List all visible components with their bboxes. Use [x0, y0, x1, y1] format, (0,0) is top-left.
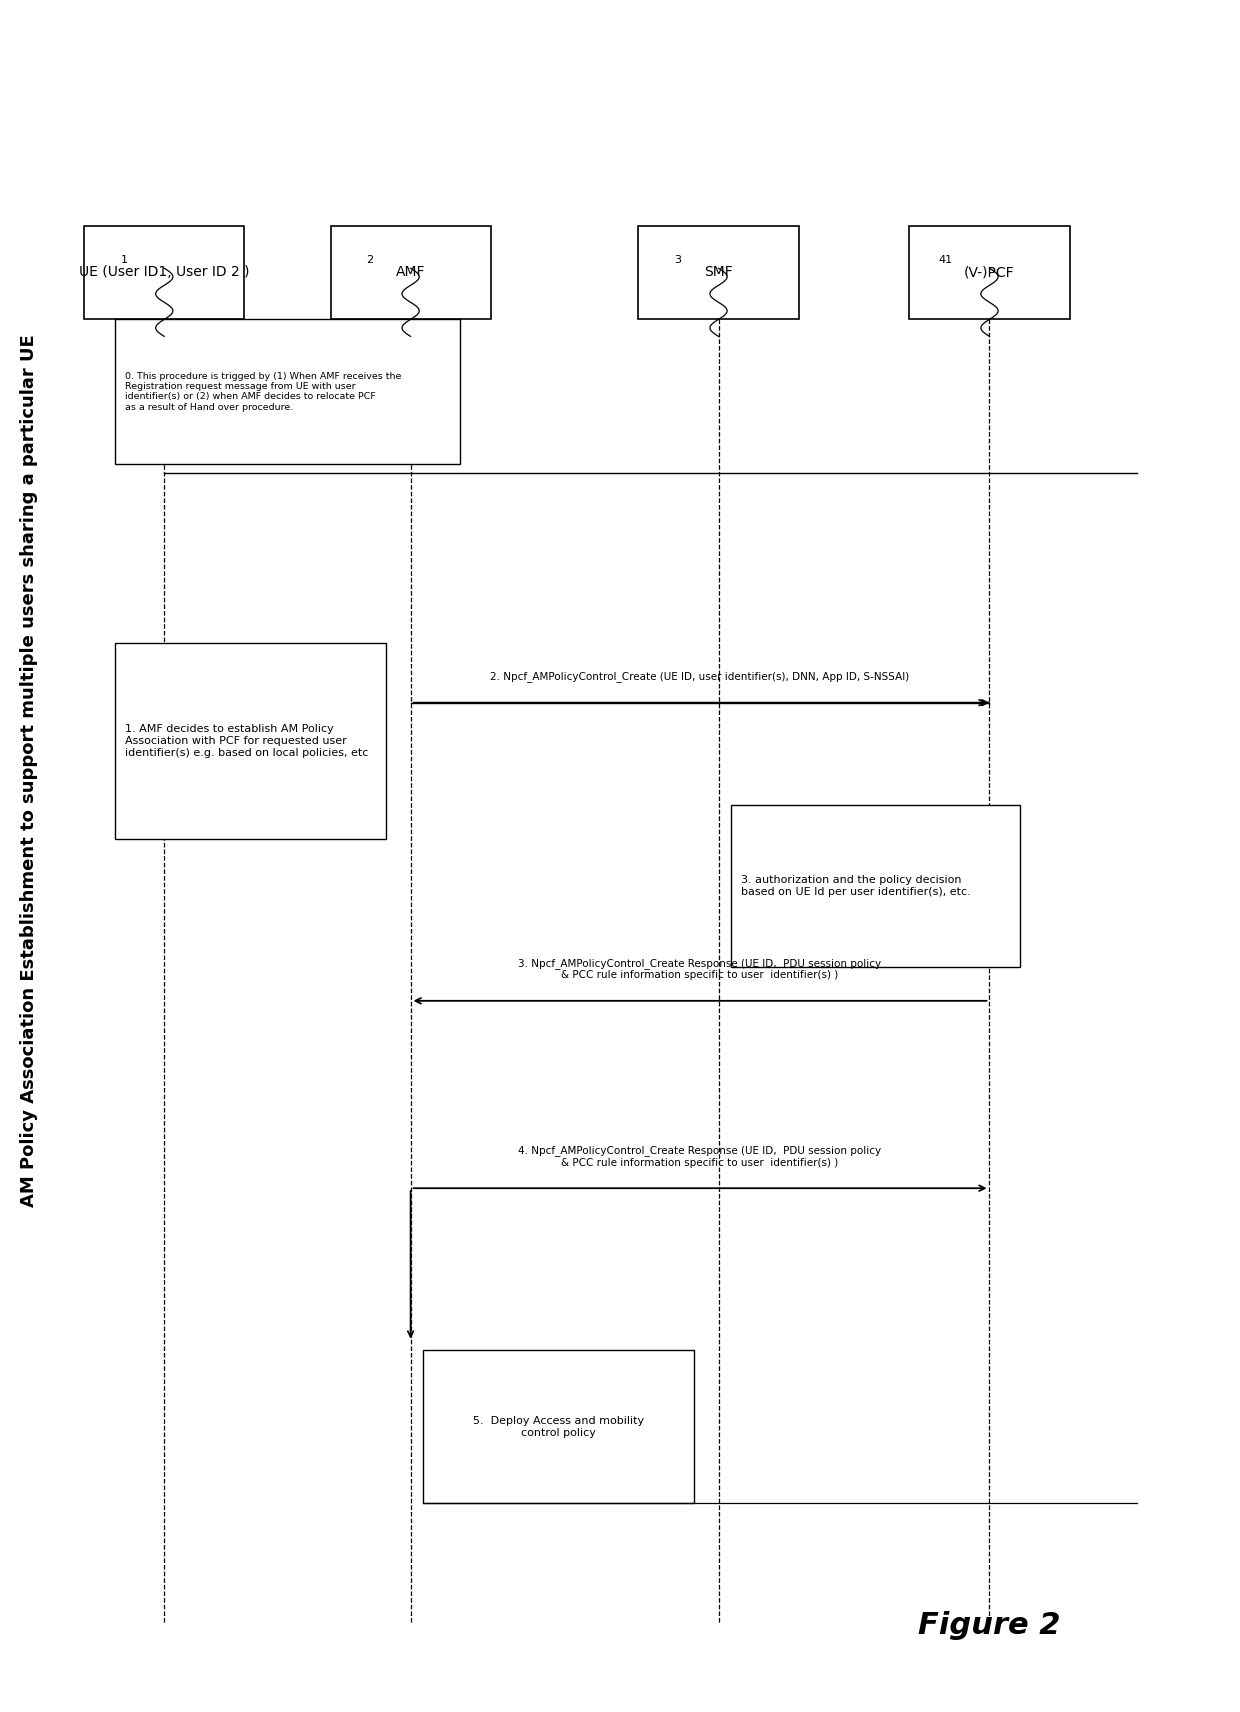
- Text: 1: 1: [120, 255, 128, 265]
- Text: 41: 41: [939, 255, 952, 265]
- Text: 2: 2: [367, 255, 373, 265]
- Bar: [909, 226, 1070, 320]
- Text: 2. Npcf_AMPolicyControl_Create (UE ID, user identifier(s), DNN, App ID, S-NSSAI): 2. Npcf_AMPolicyControl_Create (UE ID, u…: [491, 671, 910, 681]
- Text: Figure 2: Figure 2: [919, 1611, 1060, 1640]
- Bar: [84, 226, 244, 320]
- Bar: [639, 226, 799, 320]
- Text: 3: 3: [675, 255, 682, 265]
- Text: 4. Npcf_AMPolicyControl_Create Response (UE ID,  PDU session policy
& PCC rule i: 4. Npcf_AMPolicyControl_Create Response …: [518, 1145, 882, 1168]
- Text: 3. authorization and the policy decision
based on UE Id per user identifier(s), : 3. authorization and the policy decision…: [740, 875, 971, 897]
- Bar: [423, 1351, 694, 1503]
- Bar: [115, 644, 386, 839]
- Text: SMF: SMF: [704, 265, 733, 279]
- Bar: [730, 805, 1021, 967]
- Text: (V-)PCF: (V-)PCF: [965, 265, 1014, 279]
- Bar: [331, 226, 491, 320]
- Bar: [115, 320, 460, 464]
- Text: 5.  Deploy Access and mobility
control policy: 5. Deploy Access and mobility control po…: [472, 1416, 644, 1438]
- Text: 3. Npcf_AMPolicyControl_Create Response (UE ID,  PDU session policy
& PCC rule i: 3. Npcf_AMPolicyControl_Create Response …: [518, 957, 882, 981]
- Text: UE (User ID1, User ID 2 ): UE (User ID1, User ID 2 ): [79, 265, 249, 279]
- Text: AMF: AMF: [396, 265, 425, 279]
- Text: 0. This procedure is trigged by (1) When AMF receives the
Registration request m: 0. This procedure is trigged by (1) When…: [125, 372, 402, 413]
- Text: AM Policy Association Establishment to support multiple users sharing a particul: AM Policy Association Establishment to s…: [20, 334, 37, 1207]
- Text: 1. AMF decides to establish AM Policy
Association with PCF for requested user
id: 1. AMF decides to establish AM Policy As…: [125, 724, 368, 758]
